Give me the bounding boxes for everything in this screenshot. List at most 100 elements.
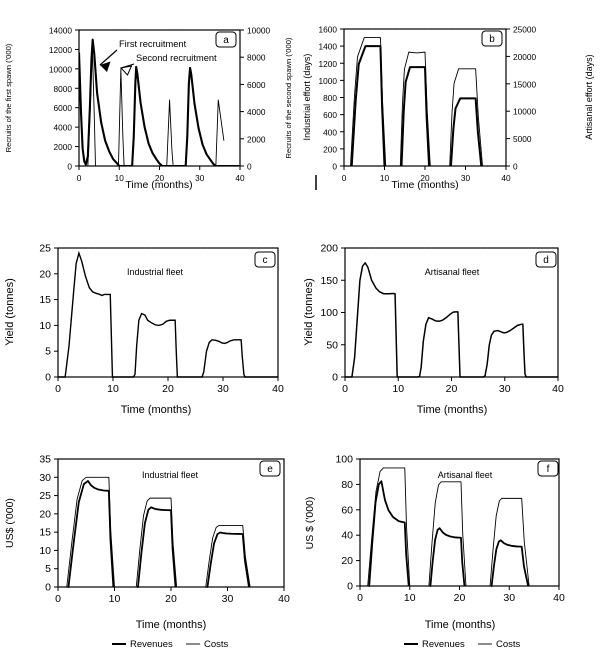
svg-text:60: 60 [341, 504, 353, 516]
svg-text:f: f [547, 464, 550, 475]
svg-text:40: 40 [272, 383, 284, 395]
svg-text:25: 25 [39, 490, 51, 502]
svg-text:15: 15 [39, 527, 51, 539]
svg-text:b: b [489, 34, 495, 45]
svg-text:0: 0 [67, 162, 72, 172]
svg-text:40: 40 [278, 593, 290, 605]
svg-text:Revenues: Revenues [130, 639, 173, 650]
svg-text:30: 30 [217, 383, 229, 395]
svg-text:1400: 1400 [319, 42, 338, 52]
svg-text:2000: 2000 [247, 134, 266, 144]
svg-text:100: 100 [335, 454, 353, 466]
svg-text:20000: 20000 [513, 52, 536, 62]
svg-text:30: 30 [39, 472, 51, 484]
svg-text:c: c [263, 255, 268, 266]
svg-text:0: 0 [55, 593, 61, 605]
svg-text:0: 0 [332, 162, 337, 172]
svg-text:6000: 6000 [54, 103, 73, 113]
svg-text:1000: 1000 [319, 76, 338, 86]
svg-text:5: 5 [45, 563, 51, 575]
svg-text:Recruits of the second spawn: Recruits of the second spawn ('000) [284, 37, 293, 158]
svg-text:100: 100 [320, 307, 338, 319]
svg-text:US $ ('000): US $ ('000) [304, 497, 316, 550]
svg-text:Costs: Costs [496, 639, 521, 650]
svg-text:Second recruitment: Second recruitment [136, 53, 217, 63]
svg-text:0: 0 [45, 582, 51, 594]
svg-text:20: 20 [454, 592, 466, 604]
svg-text:15000: 15000 [513, 79, 536, 89]
svg-text:a: a [223, 35, 229, 46]
svg-text:5: 5 [45, 346, 51, 358]
svg-text:0: 0 [357, 592, 363, 604]
svg-text:4000: 4000 [247, 107, 266, 117]
svg-text:10: 10 [392, 383, 404, 395]
svg-text:0: 0 [45, 372, 51, 384]
svg-text:8000: 8000 [54, 84, 73, 94]
svg-text:Yield (tonnes): Yield (tonnes) [4, 278, 16, 345]
svg-text:0: 0 [55, 383, 61, 395]
svg-text:Time (months): Time (months) [425, 619, 496, 631]
svg-text:14000: 14000 [49, 26, 72, 36]
svg-text:80: 80 [341, 479, 353, 491]
svg-text:8000: 8000 [247, 53, 266, 63]
svg-text:0: 0 [342, 173, 347, 183]
svg-text:30: 30 [499, 383, 511, 395]
svg-text:Time (months): Time (months) [417, 404, 488, 416]
svg-text:10: 10 [107, 383, 119, 395]
svg-text:First recruitment: First recruitment [119, 39, 187, 49]
svg-text:30: 30 [503, 592, 515, 604]
svg-text:10: 10 [115, 173, 125, 183]
svg-text:200: 200 [320, 243, 338, 255]
svg-text:20: 20 [165, 593, 177, 605]
svg-text:800: 800 [323, 93, 337, 103]
svg-text:0: 0 [347, 581, 353, 593]
svg-text:1600: 1600 [319, 25, 338, 35]
svg-text:0: 0 [342, 383, 348, 395]
svg-text:20: 20 [446, 383, 458, 395]
svg-text:20: 20 [39, 508, 51, 520]
svg-text:5000: 5000 [513, 134, 532, 144]
svg-text:50: 50 [326, 339, 338, 351]
svg-text:200: 200 [323, 144, 337, 154]
svg-text:10: 10 [109, 593, 121, 605]
svg-text:1200: 1200 [319, 59, 338, 69]
svg-text:35: 35 [39, 454, 51, 466]
svg-text:0: 0 [247, 162, 252, 172]
svg-text:40: 40 [235, 173, 245, 183]
svg-text:Yield (tonnes): Yield (tonnes) [303, 278, 315, 345]
svg-text:10: 10 [404, 592, 416, 604]
svg-text:150: 150 [320, 275, 338, 287]
svg-text:Time (months): Time (months) [136, 619, 207, 631]
svg-text:20: 20 [162, 383, 174, 395]
svg-text:40: 40 [341, 530, 353, 542]
svg-text:0: 0 [77, 173, 82, 183]
svg-text:25000: 25000 [513, 25, 536, 35]
svg-text:10: 10 [380, 173, 390, 183]
svg-text:30: 30 [461, 173, 471, 183]
svg-text:Industrial effort (days): Industrial effort (days) [302, 54, 312, 141]
svg-text:15: 15 [39, 294, 51, 306]
svg-text:40: 40 [553, 592, 565, 604]
svg-text:4000: 4000 [54, 123, 73, 133]
svg-text:30: 30 [195, 173, 205, 183]
svg-text:e: e [267, 464, 273, 475]
svg-text:0: 0 [513, 162, 518, 172]
svg-text:20: 20 [341, 555, 353, 567]
svg-text:25: 25 [39, 243, 51, 255]
svg-text:Recruits of the first spawn (': Recruits of the first spawn ('000) [4, 43, 13, 152]
svg-text:Artisanal effort (days): Artisanal effort (days) [584, 54, 594, 139]
svg-text:10000: 10000 [49, 64, 72, 74]
svg-text:400: 400 [323, 127, 337, 137]
svg-text:Costs: Costs [204, 639, 229, 650]
svg-text:30: 30 [222, 593, 234, 605]
svg-text:40: 40 [501, 173, 511, 183]
svg-text:10: 10 [39, 545, 51, 557]
svg-text:2000: 2000 [54, 142, 73, 152]
svg-text:Time (months): Time (months) [121, 404, 192, 416]
svg-text:Revenues: Revenues [422, 639, 465, 650]
svg-text:10000: 10000 [247, 26, 270, 36]
svg-text:20: 20 [39, 268, 51, 280]
svg-text:10: 10 [39, 320, 51, 332]
svg-text:Time (months): Time (months) [391, 179, 458, 191]
svg-text:10000: 10000 [513, 107, 536, 117]
